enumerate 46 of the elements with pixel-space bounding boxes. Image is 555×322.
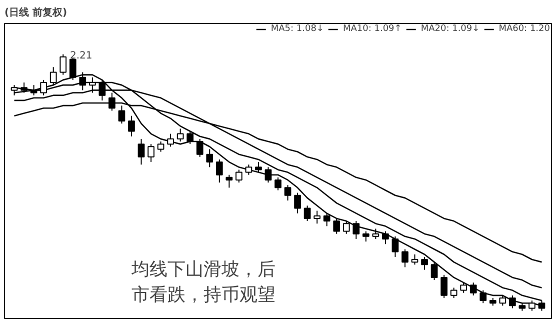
candlestick: [450, 287, 458, 298]
candlestick: [236, 169, 242, 184]
candlestick: [352, 220, 360, 240]
candlestick: [402, 248, 408, 268]
candlestick: [245, 164, 252, 176]
candlestick: [148, 144, 154, 163]
candlestick: [196, 138, 204, 158]
candlestick: [206, 148, 214, 168]
candlestick: [167, 133, 174, 148]
legend-label: MA10: 1.09↑: [342, 24, 402, 34]
candlestick: [342, 220, 350, 234]
chart-title: (日线 前复权): [4, 6, 68, 18]
candlestick: [255, 162, 262, 173]
candlestick: [60, 54, 67, 76]
candlestick: [294, 192, 301, 214]
candlestick: [304, 205, 311, 222]
candlestick: [314, 210, 320, 224]
candlestick: [284, 184, 292, 201]
candlestick: [430, 262, 438, 281]
candlestick: [421, 256, 428, 270]
candlestick: [470, 282, 477, 296]
candlestick: [323, 212, 330, 227]
candlestick: [138, 138, 145, 166]
candlestick: [186, 130, 194, 145]
candlestick: [411, 254, 418, 266]
candlestick: [226, 174, 233, 188]
candlestick: [372, 228, 380, 240]
annotation: 2.21: [70, 50, 92, 62]
candlestick: [440, 274, 448, 298]
candlestick: [118, 105, 126, 124]
candlestick: [333, 218, 340, 234]
candlestick: [157, 141, 164, 152]
candlestick: [392, 236, 399, 258]
candlestick: [382, 230, 389, 245]
legend-label: MA5: 1.08↓: [270, 24, 324, 34]
candlestick: [362, 230, 370, 242]
candlestick: [176, 128, 184, 142]
candlestick: [460, 282, 468, 294]
candlestick: [216, 158, 223, 184]
candlestick: [264, 166, 272, 184]
legend-label: MA20: 1.09↓: [420, 24, 480, 34]
legend-label: MA60: 1.20: [498, 24, 550, 34]
candlestick: [480, 290, 487, 304]
annotation: 均线下山滑坡，后市看跌，持币观望: [130, 259, 276, 306]
candlestick: [274, 176, 282, 191]
candlestick: [128, 115, 135, 137]
